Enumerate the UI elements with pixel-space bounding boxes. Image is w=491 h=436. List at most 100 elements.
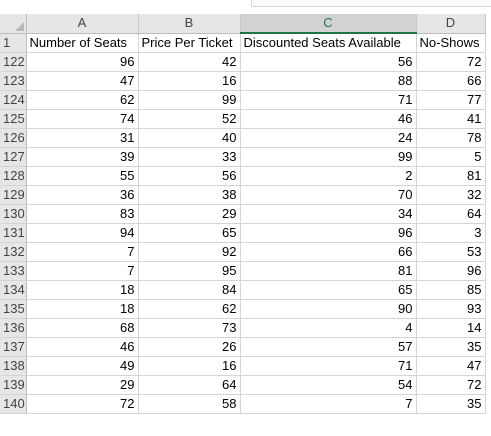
cell-discounted-seats[interactable]: 96 xyxy=(240,223,417,243)
cell-header-price-per-ticket[interactable]: Price Per Ticket xyxy=(138,33,241,53)
cell-no-shows[interactable]: 66 xyxy=(416,71,486,91)
cell-discounted-seats[interactable]: 71 xyxy=(240,356,417,376)
cell-discounted-seats[interactable]: 4 xyxy=(240,318,417,338)
cell-no-shows[interactable]: 93 xyxy=(416,299,486,319)
row-header[interactable]: 136 xyxy=(0,318,27,338)
cell-no-shows[interactable]: 72 xyxy=(416,52,486,72)
cell-number-of-seats[interactable]: 7 xyxy=(26,261,139,281)
cell-no-shows[interactable]: 85 xyxy=(416,280,486,300)
cell-discounted-seats[interactable]: 24 xyxy=(240,128,417,148)
cell-price-per-ticket[interactable]: 42 xyxy=(138,52,241,72)
cell-no-shows[interactable]: 35 xyxy=(416,394,486,414)
cell-number-of-seats[interactable]: 55 xyxy=(26,166,139,186)
cell-discounted-seats[interactable]: 46 xyxy=(240,109,417,129)
row-header[interactable]: 129 xyxy=(0,185,27,205)
cell-discounted-seats[interactable]: 71 xyxy=(240,90,417,110)
row-header[interactable]: 125 xyxy=(0,109,27,129)
cell-number-of-seats[interactable]: 46 xyxy=(26,337,139,357)
cell-number-of-seats[interactable]: 49 xyxy=(26,356,139,376)
row-header[interactable]: 122 xyxy=(0,52,27,72)
cell-discounted-seats[interactable]: 99 xyxy=(240,147,417,167)
cell-price-per-ticket[interactable]: 29 xyxy=(138,204,241,224)
cell-number-of-seats[interactable]: 31 xyxy=(26,128,139,148)
row-header[interactable]: 139 xyxy=(0,375,27,395)
cell-price-per-ticket[interactable]: 65 xyxy=(138,223,241,243)
cell-header-number-of-seats[interactable]: Number of Seats xyxy=(26,33,139,53)
cell-no-shows[interactable]: 5 xyxy=(416,147,486,167)
cell-number-of-seats[interactable]: 47 xyxy=(26,71,139,91)
cell-number-of-seats[interactable]: 36 xyxy=(26,185,139,205)
cell-number-of-seats[interactable]: 83 xyxy=(26,204,139,224)
cell-discounted-seats[interactable]: 90 xyxy=(240,299,417,319)
cell-price-per-ticket[interactable]: 92 xyxy=(138,242,241,262)
cell-no-shows[interactable]: 72 xyxy=(416,375,486,395)
cell-price-per-ticket[interactable]: 62 xyxy=(138,299,241,319)
spreadsheet-grid[interactable]: A B C D 1 Number of Seats Price Per Tick… xyxy=(0,14,486,414)
cell-discounted-seats[interactable]: 57 xyxy=(240,337,417,357)
row-header[interactable]: 1 xyxy=(0,33,27,53)
row-header[interactable]: 124 xyxy=(0,90,27,110)
cell-price-per-ticket[interactable]: 64 xyxy=(138,375,241,395)
cell-number-of-seats[interactable]: 72 xyxy=(26,394,139,414)
cell-discounted-seats[interactable]: 34 xyxy=(240,204,417,224)
column-header-c[interactable]: C xyxy=(240,14,417,34)
cell-discounted-seats[interactable]: 54 xyxy=(240,375,417,395)
cell-number-of-seats[interactable]: 96 xyxy=(26,52,139,72)
cell-discounted-seats[interactable]: 66 xyxy=(240,242,417,262)
cell-price-per-ticket[interactable]: 26 xyxy=(138,337,241,357)
row-header[interactable]: 137 xyxy=(0,337,27,357)
cell-no-shows[interactable]: 3 xyxy=(416,223,486,243)
cell-no-shows[interactable]: 77 xyxy=(416,90,486,110)
column-header-d[interactable]: D xyxy=(416,14,486,34)
row-header[interactable]: 138 xyxy=(0,356,27,376)
cell-no-shows[interactable]: 64 xyxy=(416,204,486,224)
row-header[interactable]: 131 xyxy=(0,223,27,243)
row-header[interactable]: 123 xyxy=(0,71,27,91)
row-header[interactable]: 132 xyxy=(0,242,27,262)
cell-number-of-seats[interactable]: 62 xyxy=(26,90,139,110)
cell-no-shows[interactable]: 32 xyxy=(416,185,486,205)
cell-discounted-seats[interactable]: 56 xyxy=(240,52,417,72)
cell-price-per-ticket[interactable]: 84 xyxy=(138,280,241,300)
row-header[interactable]: 127 xyxy=(0,147,27,167)
cell-no-shows[interactable]: 14 xyxy=(416,318,486,338)
cell-price-per-ticket[interactable]: 58 xyxy=(138,394,241,414)
row-header[interactable]: 126 xyxy=(0,128,27,148)
row-header[interactable]: 135 xyxy=(0,299,27,319)
cell-discounted-seats[interactable]: 81 xyxy=(240,261,417,281)
cell-price-per-ticket[interactable]: 33 xyxy=(138,147,241,167)
cell-discounted-seats[interactable]: 2 xyxy=(240,166,417,186)
cell-number-of-seats[interactable]: 74 xyxy=(26,109,139,129)
row-header[interactable]: 134 xyxy=(0,280,27,300)
cell-number-of-seats[interactable]: 39 xyxy=(26,147,139,167)
cell-number-of-seats[interactable]: 7 xyxy=(26,242,139,262)
cell-no-shows[interactable]: 78 xyxy=(416,128,486,148)
cell-price-per-ticket[interactable]: 40 xyxy=(138,128,241,148)
cell-no-shows[interactable]: 35 xyxy=(416,337,486,357)
column-header-a[interactable]: A xyxy=(26,14,139,34)
cell-price-per-ticket[interactable]: 52 xyxy=(138,109,241,129)
cell-number-of-seats[interactable]: 18 xyxy=(26,280,139,300)
row-header[interactable]: 133 xyxy=(0,261,27,281)
row-header[interactable]: 128 xyxy=(0,166,27,186)
cell-number-of-seats[interactable]: 18 xyxy=(26,299,139,319)
cell-price-per-ticket[interactable]: 56 xyxy=(138,166,241,186)
cell-price-per-ticket[interactable]: 95 xyxy=(138,261,241,281)
select-all-corner[interactable] xyxy=(0,14,27,34)
column-header-b[interactable]: B xyxy=(138,14,241,34)
cell-price-per-ticket[interactable]: 73 xyxy=(138,318,241,338)
cell-no-shows[interactable]: 81 xyxy=(416,166,486,186)
cell-price-per-ticket[interactable]: 38 xyxy=(138,185,241,205)
cell-discounted-seats[interactable]: 70 xyxy=(240,185,417,205)
cell-number-of-seats[interactable]: 29 xyxy=(26,375,139,395)
cell-price-per-ticket[interactable]: 99 xyxy=(138,90,241,110)
cell-no-shows[interactable]: 41 xyxy=(416,109,486,129)
cell-price-per-ticket[interactable]: 16 xyxy=(138,356,241,376)
row-header[interactable]: 140 xyxy=(0,394,27,414)
cell-discounted-seats[interactable]: 7 xyxy=(240,394,417,414)
cell-price-per-ticket[interactable]: 16 xyxy=(138,71,241,91)
cell-header-no-shows[interactable]: No-Shows xyxy=(416,33,486,53)
cell-no-shows[interactable]: 96 xyxy=(416,261,486,281)
cell-discounted-seats[interactable]: 88 xyxy=(240,71,417,91)
row-header[interactable]: 130 xyxy=(0,204,27,224)
